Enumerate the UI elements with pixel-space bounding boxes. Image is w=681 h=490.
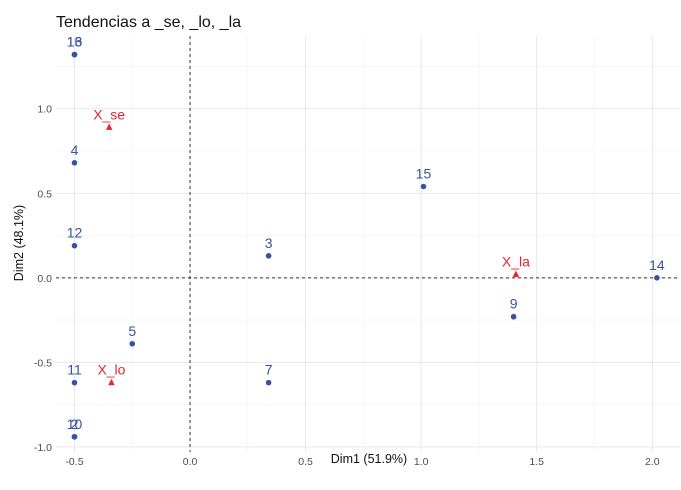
point-14 — [654, 275, 660, 281]
x-tick-label: -0.5 — [65, 456, 83, 468]
point-label-15: 15 — [416, 166, 432, 182]
point-label-9: 9 — [510, 296, 518, 312]
point-label-4: 4 — [71, 142, 79, 158]
x-tick-label: 1.0 — [414, 456, 429, 468]
point-15 — [420, 183, 427, 190]
point-label-14: 14 — [649, 257, 665, 273]
x-tick-label: 0.5 — [298, 456, 313, 468]
y-tick-label: -0.5 — [34, 357, 52, 369]
point-label-13: 13 — [67, 34, 83, 50]
point-7 — [265, 379, 272, 386]
point-11 — [71, 379, 78, 386]
point-13 — [71, 51, 78, 58]
point-label-7: 7 — [265, 362, 273, 378]
reference-lines — [56, 36, 680, 452]
grid — [56, 36, 680, 452]
point-label-X_lo: X_lo — [97, 362, 125, 378]
point-label-2: 2 — [71, 416, 79, 432]
point-label-16: 16 — [67, 34, 83, 50]
y-tick-label: 0.5 — [37, 188, 52, 200]
y-tick-label: 1.0 — [37, 104, 52, 116]
point-label-X_se: X_se — [93, 106, 125, 122]
x-tick-label: 2.0 — [645, 456, 660, 468]
point-label-11: 11 — [67, 362, 82, 378]
y-axis-ticks: -1.0 -0.5 0.0 0.5 1.0 — [34, 104, 52, 454]
x-tick-label: 0.0 — [183, 456, 198, 468]
x-axis-title: Dim1 (51.9%) — [331, 452, 407, 466]
point-label-12: 12 — [67, 225, 83, 241]
point-label-5: 5 — [128, 323, 136, 339]
chart-title: Tendencias a _se, _lo, _la — [56, 14, 241, 31]
point-5 — [129, 340, 136, 347]
y-axis-title: Dim2 (48.1%) — [12, 205, 26, 281]
point-X_se — [105, 123, 113, 130]
y-tick-label: -1.0 — [34, 442, 52, 454]
point-12 — [71, 242, 78, 249]
point-9 — [510, 313, 517, 320]
point-4 — [71, 160, 78, 166]
x-axis-ticks: -0.5 0.0 0.5 1.0 1.5 2.0 — [65, 456, 659, 468]
y-tick-label: 0.0 — [37, 273, 52, 285]
point-3 — [265, 253, 272, 259]
point-X_la — [512, 270, 520, 278]
point-X_lo — [108, 378, 115, 386]
point-2 — [71, 433, 78, 440]
x-tick-label: 1.5 — [529, 456, 544, 468]
point-label-3: 3 — [265, 235, 273, 251]
point-label-10: 10 — [67, 416, 83, 432]
point-label-X_la: X_la — [502, 253, 530, 269]
